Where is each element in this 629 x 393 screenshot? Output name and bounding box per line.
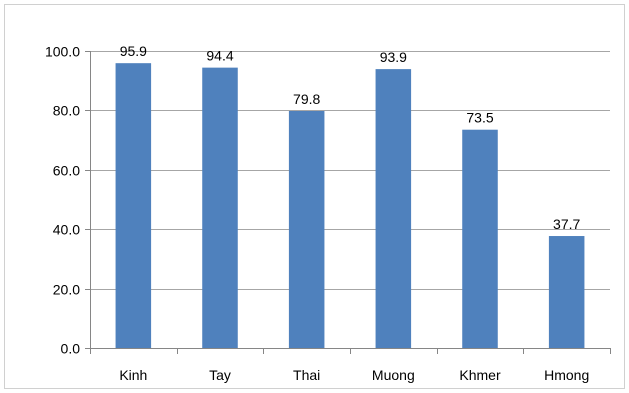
x-tick-label-tay: Tay [209, 367, 231, 383]
data-label-muong: 93.9 [380, 49, 407, 65]
labels: 0.0 20.0 40.0 60.0 80.0 100.0 95.9 Kinh 94.4 Tay 7… [45, 43, 589, 383]
bar-muong [375, 69, 412, 348]
bar-kinh [115, 63, 152, 348]
y-tick-label: 80.0 [53, 103, 80, 119]
axes [85, 51, 611, 354]
bar-tay [202, 67, 238, 348]
y-tick-label: 60.0 [53, 163, 80, 179]
x-tick-label-thai: Thai [293, 367, 320, 383]
y-tick-label: 0.0 [61, 341, 81, 357]
x-tick-label-kinh: Kinh [119, 367, 147, 383]
gridlines [90, 51, 610, 290]
data-label-hmong: 37.7 [553, 216, 580, 232]
y-tick-label: 100.0 [45, 44, 80, 60]
x-tick-label-khmer: Khmer [459, 367, 501, 383]
bars [115, 63, 585, 348]
bar-hmong [548, 236, 585, 348]
bar-thai [288, 110, 325, 348]
data-label-thai: 79.8 [293, 91, 320, 107]
y-tick-label: 40.0 [53, 222, 80, 238]
bar-khmer [462, 129, 498, 348]
data-label-tay: 94.4 [206, 48, 233, 64]
y-tick-label: 20.0 [53, 282, 80, 298]
x-tick-label-muong: Muong [372, 367, 415, 383]
x-tick-label-hmong: Hmong [544, 367, 589, 383]
data-label-kinh: 95.9 [120, 43, 147, 59]
data-label-khmer: 73.5 [466, 110, 493, 126]
